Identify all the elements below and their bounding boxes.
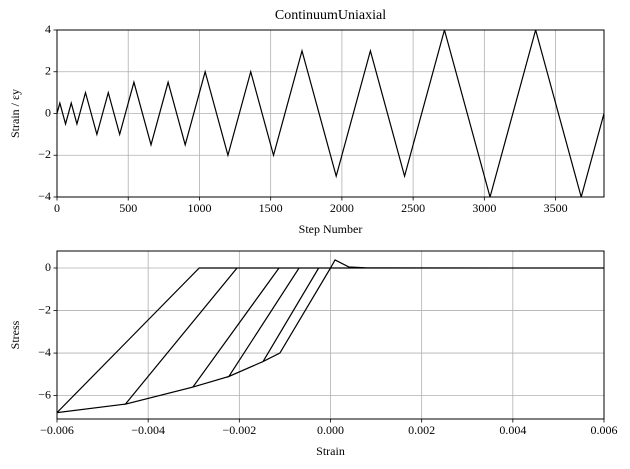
x-tick-label: 3000 xyxy=(472,201,496,215)
y-axis-label: Stress xyxy=(8,320,22,349)
x-tick-label: 0 xyxy=(54,201,60,215)
x-tick-label: 0.002 xyxy=(408,423,435,437)
data-line xyxy=(57,259,604,414)
x-tick-label: 0.006 xyxy=(591,423,618,437)
y-tick-label: 4 xyxy=(45,22,51,36)
x-tick-label: −0.004 xyxy=(131,423,165,437)
y-axis-label: Strain / εy xyxy=(8,89,22,138)
y-tick-label: 2 xyxy=(45,64,51,78)
plot-frame xyxy=(56,250,605,420)
x-tick-label: 1000 xyxy=(187,201,211,215)
y-tick-label: −6 xyxy=(38,387,51,401)
x-tick-label: 500 xyxy=(119,201,137,215)
y-tick-label: −4 xyxy=(38,189,51,203)
y-tick-label: −4 xyxy=(38,345,51,359)
y-tick-label: 0 xyxy=(45,105,51,119)
chart-title: ContinuumUniaxial xyxy=(275,8,386,23)
x-tick-label: 1500 xyxy=(259,201,283,215)
x-tick-label: −0.002 xyxy=(222,423,256,437)
data-line xyxy=(57,30,604,197)
x-tick-label: −0.006 xyxy=(40,423,74,437)
x-tick-label: 2000 xyxy=(330,201,354,215)
y-tick-label: −2 xyxy=(38,302,51,316)
x-axis-label: Step Number xyxy=(299,222,363,236)
x-tick-label: 2500 xyxy=(401,201,425,215)
x-axis-label: Strain xyxy=(316,444,345,458)
y-tick-label: −2 xyxy=(38,147,51,161)
y-tick-label: 0 xyxy=(45,260,51,274)
x-tick-label: 0.004 xyxy=(499,423,526,437)
x-tick-label: 0.000 xyxy=(317,423,344,437)
x-tick-label: 3500 xyxy=(544,201,568,215)
plot-frame xyxy=(56,29,605,198)
